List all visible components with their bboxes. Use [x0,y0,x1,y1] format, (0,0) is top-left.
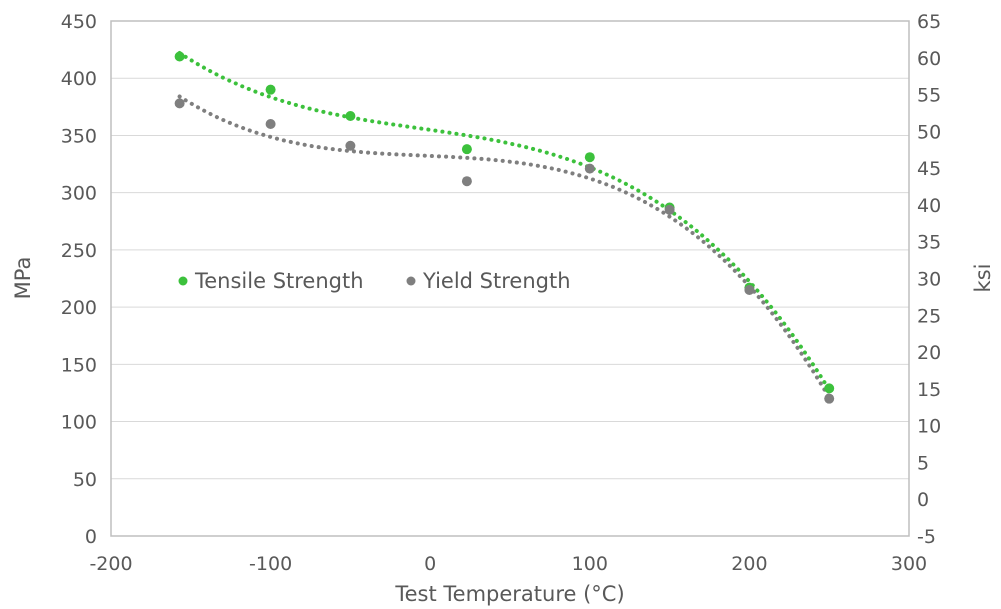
x-tick-label: -100 [249,553,292,575]
y2-tick-label: 25 [917,305,941,327]
legend-label-tensile: Tensile Strength [194,269,364,293]
x-axis-tick-labels: -200 -100 0 100 200 300 [89,553,927,575]
y-axis-title: MPa [11,257,35,300]
data-points [174,51,835,404]
y2-tick-label: 15 [917,379,941,401]
data-point-series-0 [174,51,185,62]
y-tick-label: 400 [61,68,97,90]
y2-tick-label: 65 [917,11,941,33]
data-point-series-1 [174,98,185,109]
y2-tick-label: 30 [917,269,941,291]
data-point-series-1 [664,204,675,215]
data-point-series-0 [265,84,276,95]
y2-tick-label: 50 [917,121,941,143]
data-point-series-1 [584,163,595,174]
y2-axis-title: ksi [971,264,995,293]
y2-tick-label: 45 [917,158,941,180]
y-tick-label: 350 [61,125,97,147]
y2-tick-label: 40 [917,195,941,217]
y2-tick-label: 10 [917,416,941,438]
y2-tick-label: -5 [917,526,936,548]
data-point-series-1 [461,176,472,187]
data-point-series-1 [265,119,276,129]
x-tick-label: -200 [89,553,132,575]
grid-lines [111,77,909,480]
y-tick-label: 100 [61,412,97,434]
y-tick-label: 150 [61,354,97,376]
legend-label-yield: Yield Strength [422,269,571,293]
data-point-series-1 [824,393,835,404]
data-point-series-0 [824,383,835,394]
plot-frame [110,20,910,537]
y2-tick-label: 20 [917,342,941,364]
trendlines [177,51,832,400]
y-tick-label: 0 [85,526,97,548]
y2-tick-label: 5 [917,452,929,474]
legend-marker-tensile [178,276,188,286]
x-axis-title: Test Temperature (°C) [394,582,624,606]
y-tick-label: 450 [61,11,97,33]
y2-tick-label: 0 [917,489,929,511]
y-axis-tick-labels: 0 50 100 150 200 250 300 350 400 450 [61,11,97,548]
y2-tick-label: 35 [917,232,941,254]
y-tick-label: 300 [61,183,97,205]
x-tick-label: 200 [731,553,767,575]
trendline-series-0 [177,51,832,392]
legend: Tensile Strength Yield Strength [178,269,571,293]
data-point-series-0 [345,110,356,121]
x-tick-label: 0 [424,553,436,575]
data-point-series-1 [345,140,356,151]
x-tick-label: 100 [572,553,608,575]
trendline-series-1 [177,94,832,400]
y-tick-label: 200 [61,297,97,319]
y2-axis-tick-labels: -5 0 5 10 15 20 25 30 35 40 45 50 55 60 65 [917,11,941,548]
data-point-series-0 [461,144,472,155]
legend-marker-yield [406,276,416,286]
y-tick-label: 250 [61,240,97,262]
y2-tick-label: 60 [917,48,941,70]
x-tick-label: 300 [891,553,927,575]
y-tick-label: 50 [73,469,97,491]
data-point-series-1 [744,284,755,295]
data-point-series-0 [584,152,595,163]
y2-tick-label: 55 [917,85,941,107]
